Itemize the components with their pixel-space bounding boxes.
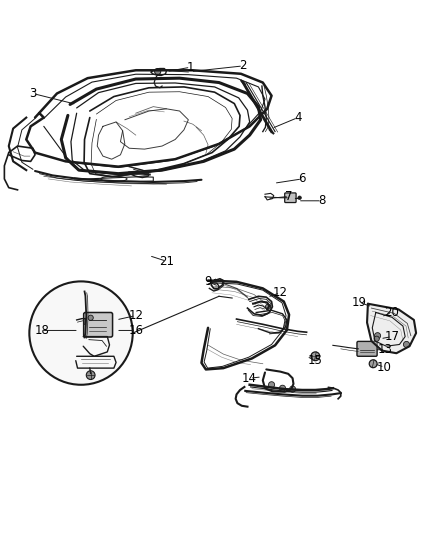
Text: 14: 14 bbox=[242, 372, 257, 385]
Text: 2: 2 bbox=[239, 59, 247, 72]
Text: 1: 1 bbox=[187, 61, 194, 74]
Text: 8: 8 bbox=[318, 195, 325, 207]
Circle shape bbox=[374, 336, 379, 342]
FancyBboxPatch shape bbox=[84, 312, 113, 337]
Text: 9: 9 bbox=[204, 276, 212, 288]
FancyBboxPatch shape bbox=[357, 342, 377, 356]
Circle shape bbox=[403, 342, 410, 348]
Circle shape bbox=[279, 385, 286, 391]
Text: 16: 16 bbox=[128, 324, 143, 337]
Circle shape bbox=[311, 352, 320, 361]
Text: 21: 21 bbox=[159, 255, 174, 268]
Circle shape bbox=[86, 371, 95, 379]
Text: 3: 3 bbox=[29, 87, 36, 100]
Circle shape bbox=[88, 315, 93, 320]
Circle shape bbox=[374, 333, 381, 339]
Text: 15: 15 bbox=[308, 354, 323, 367]
Circle shape bbox=[298, 196, 301, 199]
Text: 7: 7 bbox=[285, 190, 293, 203]
FancyBboxPatch shape bbox=[285, 193, 296, 203]
Circle shape bbox=[155, 69, 161, 75]
Circle shape bbox=[290, 386, 296, 392]
Circle shape bbox=[265, 304, 271, 310]
Text: 4: 4 bbox=[294, 111, 302, 124]
Text: 17: 17 bbox=[385, 330, 399, 343]
Circle shape bbox=[29, 281, 133, 385]
Text: 13: 13 bbox=[378, 343, 393, 356]
Text: 19: 19 bbox=[352, 296, 367, 309]
Polygon shape bbox=[367, 304, 416, 353]
Text: 10: 10 bbox=[377, 361, 392, 374]
Text: 12: 12 bbox=[128, 309, 143, 322]
Text: 12: 12 bbox=[273, 286, 288, 300]
Text: 18: 18 bbox=[34, 324, 49, 337]
Text: 20: 20 bbox=[385, 306, 399, 319]
Circle shape bbox=[268, 382, 275, 388]
Text: 6: 6 bbox=[298, 172, 306, 185]
Circle shape bbox=[369, 360, 377, 368]
